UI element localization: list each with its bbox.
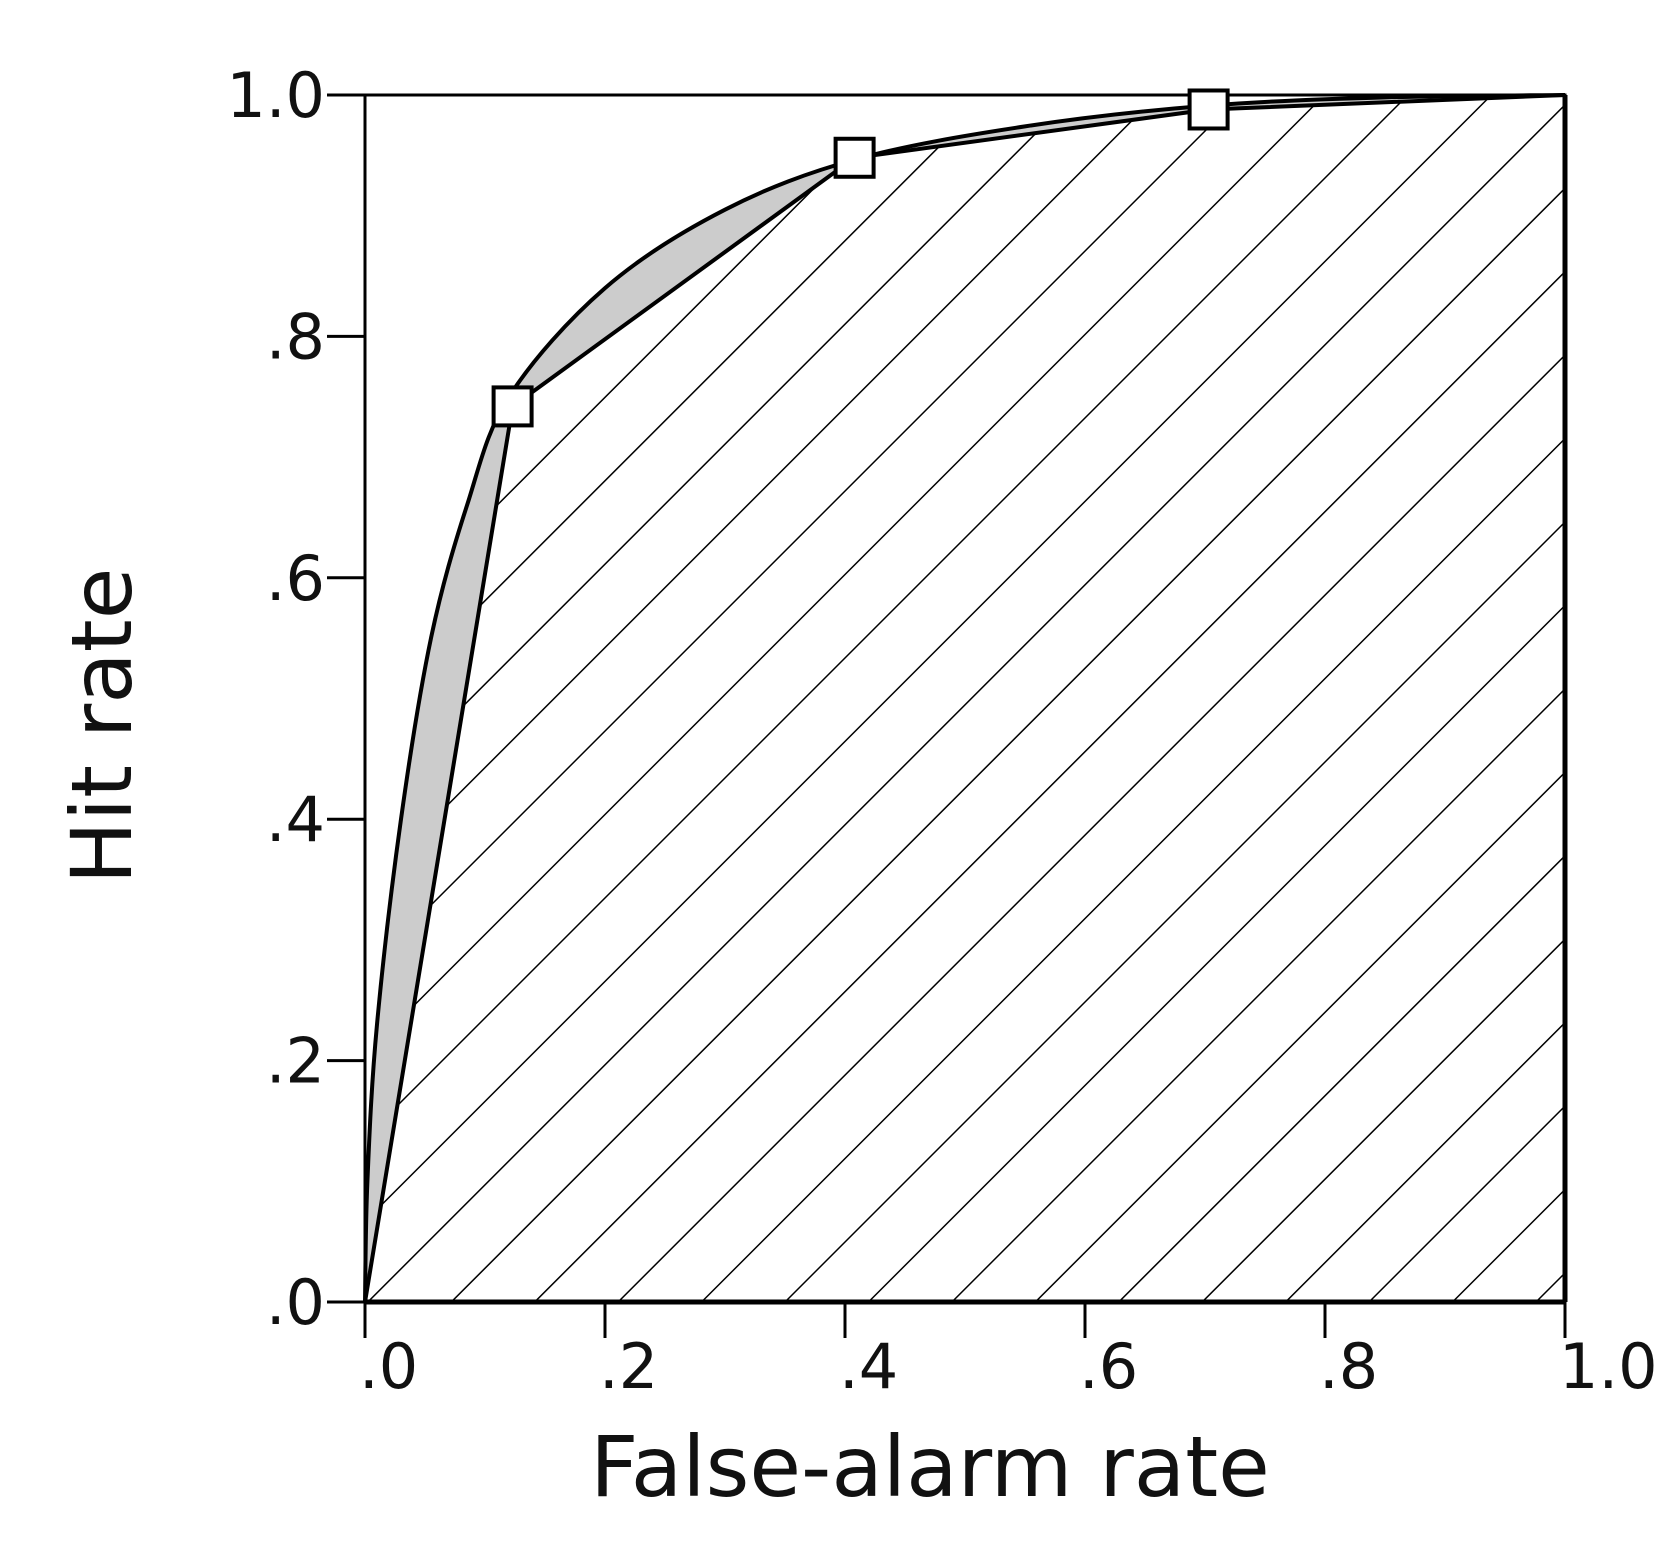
- x-tick-label: .4: [839, 1330, 898, 1403]
- y-tick-label: .2: [266, 1025, 325, 1098]
- x-tick-label: 1.0: [1559, 1330, 1658, 1403]
- x-tick-label: .2: [599, 1330, 658, 1403]
- data-point-marker: [1187, 88, 1230, 131]
- y-tick-label: .4: [266, 783, 325, 856]
- y-tick-label: .6: [266, 542, 325, 615]
- x-axis-title: False-alarm rate: [590, 1418, 1270, 1516]
- y-tick-label: .8: [266, 300, 325, 373]
- hatched-region: [365, 95, 1565, 1302]
- data-point-marker: [833, 136, 876, 179]
- y-tick-label: .0: [266, 1266, 325, 1339]
- y-tick-label: 1.0: [226, 59, 325, 132]
- x-tick-label: .8: [1319, 1330, 1378, 1403]
- x-tick-label: .0: [359, 1330, 418, 1403]
- x-tick-label: .6: [1079, 1330, 1138, 1403]
- data-point-marker: [491, 385, 534, 428]
- y-axis-title: Hit rate: [53, 568, 151, 885]
